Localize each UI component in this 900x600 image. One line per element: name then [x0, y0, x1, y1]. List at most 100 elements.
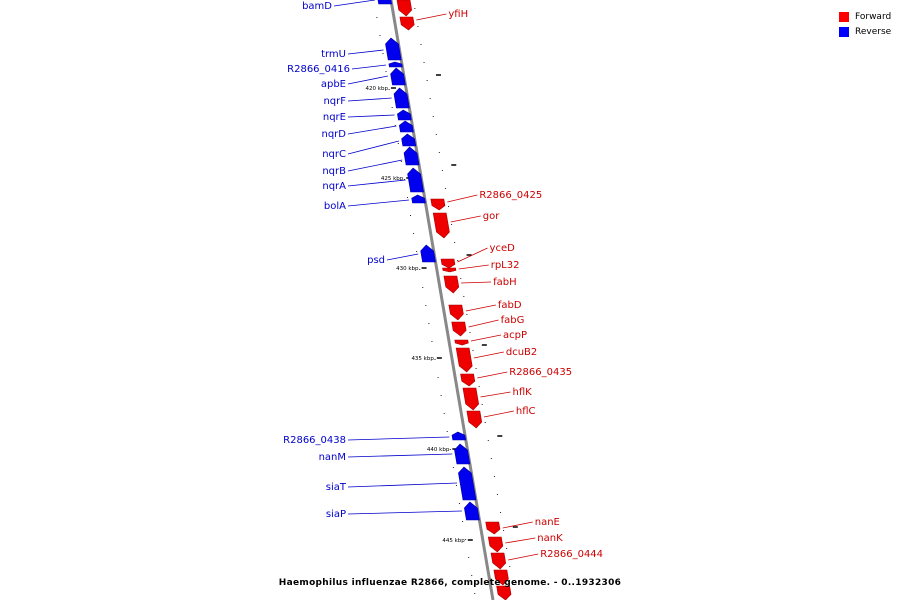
forward-gene-arrow: [455, 347, 473, 373]
tick-dot: [429, 98, 431, 99]
forward-gene-arrow: [493, 569, 509, 586]
scale-label: 435 kbp: [411, 356, 434, 362]
forward-label-leader: [458, 264, 489, 270]
reverse-gene-label: R2866_0438: [283, 435, 346, 446]
legend-forward-label: Forward: [855, 11, 892, 22]
forward-gene-label: R2866_0435: [509, 367, 572, 378]
reverse-gene-label: nqrB: [322, 166, 346, 177]
forward-label-leader: [505, 537, 536, 544]
forward-gene-label: R2866_0444: [540, 549, 603, 560]
tick-dot: [438, 152, 440, 153]
tick-dot: [376, 17, 378, 18]
tick-dot: [403, 179, 405, 180]
tick-dot: [449, 449, 451, 450]
forward-label-leader: [502, 521, 533, 529]
reverse-gene-label: R2866_0416: [287, 64, 350, 75]
tick-dot: [496, 494, 498, 495]
legend-reverse-label: Reverse: [855, 26, 892, 37]
tick-dot: [428, 323, 430, 324]
tick-dot: [468, 557, 470, 558]
tick-dot: [435, 134, 437, 135]
reverse-label-leader: [347, 453, 453, 458]
forward-label-leader: [447, 194, 478, 203]
tick-dot: [512, 584, 514, 585]
tick-dot: [446, 431, 448, 432]
forward-gene-arrow: [490, 552, 507, 570]
forward-gene-arrow: [396, 0, 413, 17]
tick-dot: [388, 89, 390, 90]
tick-dot: [462, 521, 464, 522]
forward-label-leader: [465, 304, 496, 312]
reverse-label-leader: [386, 253, 419, 261]
forward-gene-label: fabH: [493, 277, 517, 288]
tick-dot: [441, 170, 443, 171]
forward-gene-label: fabG: [501, 315, 525, 326]
tick-dot: [460, 278, 462, 279]
tick-dot: [493, 476, 495, 477]
tick-dot: [500, 512, 502, 513]
reverse-label-leader: [347, 97, 392, 102]
forward-gene-arrow: [432, 212, 450, 239]
reverse-label-leader: [347, 114, 395, 118]
forward-label-leader: [457, 247, 488, 263]
tick-dot: [394, 125, 396, 126]
forward-label-leader: [450, 215, 481, 223]
reverse-gene-arrow: [398, 120, 414, 133]
reverse-label-leader: [347, 436, 450, 441]
reverse-gene-label: trmU: [321, 49, 346, 60]
reverse-gene-label: psd: [367, 255, 385, 266]
tick-dot: [457, 260, 459, 261]
tick-dot: [466, 314, 468, 315]
forward-gene-label: rpL32: [491, 260, 520, 271]
tick-dot: [417, 26, 419, 27]
forward-label-leader: [477, 371, 508, 379]
reverse-gene-label: nqrA: [322, 181, 346, 192]
reverse-label-leader: [347, 159, 403, 172]
gene-arrows: [377, 0, 512, 600]
reverse-label-leader: [333, 0, 376, 7]
reverse-gene-label: siaP: [326, 509, 346, 520]
tick-dot: [426, 80, 428, 81]
reverse-label-leader: [347, 140, 400, 155]
tick-marks: 420 kbp 425 kbp 430 kbp 435 kbp 440 kbp 445 k…: [366, 8, 518, 594]
tick-dot: [487, 440, 489, 441]
reverse-label-leader: [347, 75, 388, 85]
reverse-gene-arrow: [393, 87, 410, 109]
forward-gene-arrow: [448, 304, 464, 321]
reverse-gene-arrow: [407, 167, 424, 193]
tick-dot: [474, 593, 476, 594]
reverse-label-leader: [351, 64, 387, 70]
forward-gene-label: acpP: [503, 330, 527, 341]
reverse-gene-arrow: [464, 501, 480, 521]
tick-dot: [484, 422, 486, 423]
reverse-gene-arrow: [401, 133, 417, 147]
forward-gene-arrow: [460, 373, 476, 387]
tick-dot: [414, 8, 416, 9]
reverse-gene-label: nqrC: [322, 149, 346, 160]
forward-gene-label: gor: [483, 211, 500, 222]
forward-gene-label: hflK: [512, 387, 532, 398]
reverse-gene-label: nqrF: [323, 96, 346, 107]
tick-dot: [413, 233, 415, 234]
legend-reverse: Reverse: [839, 24, 891, 39]
forward-gene-arrow: [443, 275, 460, 294]
scale-label: 440 kbp: [427, 447, 450, 453]
scale-label: 430 kbp: [396, 266, 419, 272]
legend-reverse-swatch: [839, 26, 849, 37]
tick-dot: [419, 269, 421, 270]
tick-dot: [503, 530, 505, 531]
forward-gene-label: fabD: [498, 300, 522, 311]
tick-dot: [379, 35, 381, 36]
tick-dot: [385, 71, 387, 72]
legend: Forward Reverse: [839, 9, 891, 39]
tick-dot: [443, 413, 445, 414]
forward-gene-label: yceD: [490, 243, 516, 254]
scale-label: 425 kbp: [381, 176, 404, 182]
reverse-gene-label: siaT: [326, 482, 347, 493]
tick-dot: [440, 395, 442, 396]
tick-dot: [434, 359, 436, 360]
forward-gene-label: nanK: [537, 533, 563, 544]
forward-label-leader: [461, 281, 492, 284]
reverse-label-leader: [347, 482, 458, 488]
forward-label-leader: [473, 351, 504, 359]
